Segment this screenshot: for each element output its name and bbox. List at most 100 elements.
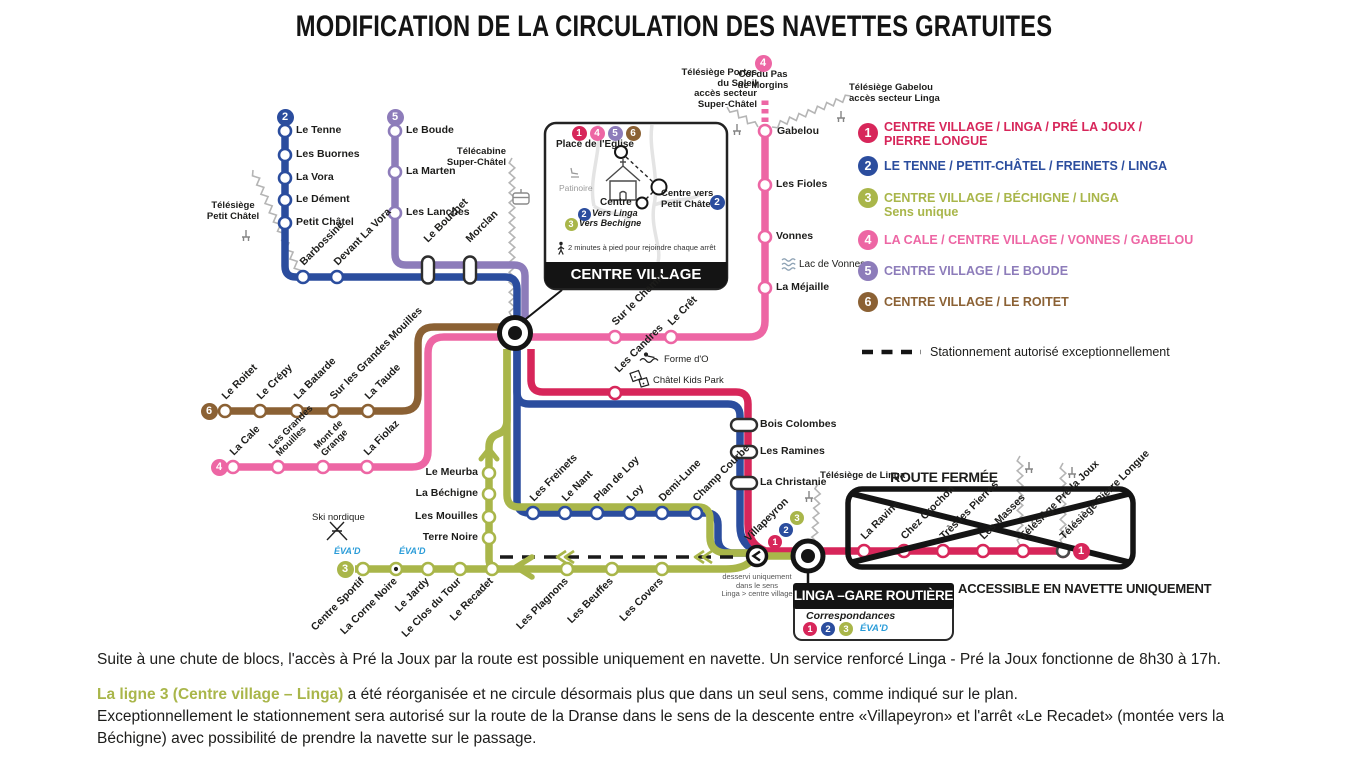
stop-circle (1015, 543, 1031, 559)
chairlift-icon (733, 124, 741, 135)
stop-circle (355, 561, 371, 577)
stop-label: Le Dément (296, 193, 350, 205)
route-1-badge: 1 (571, 125, 587, 141)
one-way-up-arrow (478, 446, 500, 462)
route-6-badge: 6 (625, 125, 641, 141)
route-6-badge: 6 (200, 402, 218, 420)
route-6-badge: 6 (858, 292, 878, 312)
line-1-route (527, 349, 1063, 555)
lift-cable-zigzag (726, 106, 759, 128)
stop-circle (277, 123, 293, 139)
centre-village-inset-box (543, 121, 729, 291)
line-5-route (391, 124, 529, 318)
shared-stop-pill (462, 255, 478, 285)
telesiege-gabelou-label: Télésiège Gabelou accès secteur Linga (849, 82, 940, 104)
chairlift-icon (1068, 467, 1076, 478)
shared-stop-pill (420, 255, 436, 285)
stop-circle (217, 403, 233, 419)
inset-stop-centre-vers-petit-chatel (650, 178, 668, 196)
walk-note-label: 2 minutes à pied pour rejoindre chaque a… (568, 243, 716, 252)
lift-cable-zigzag (1015, 455, 1025, 546)
stop-circle (688, 505, 704, 521)
stop-circle (325, 403, 341, 419)
stop-circle (289, 403, 305, 419)
route-3-badge: 3 (336, 560, 354, 578)
stop-circle (604, 561, 620, 577)
evad-label-linga: ÉVA'D (860, 623, 888, 634)
legend-route-4-label: LA CALE / CENTRE VILLAGE / VONNES / GABE… (884, 233, 1194, 247)
route-4-badge: 4 (210, 458, 228, 476)
telesiege-de-linga-label: Télésiège de Linga (820, 470, 905, 481)
route-1-badge: 1 (803, 622, 817, 636)
stop-circle (277, 215, 293, 231)
line-2-branch-bois-colombes (513, 349, 796, 557)
route-4-badge: 4 (754, 54, 772, 72)
shared-stop-pill (729, 475, 759, 491)
stop-circle (607, 385, 623, 401)
stop-circle (559, 561, 575, 577)
chairlift-icon (805, 491, 813, 502)
stop-circle (360, 403, 376, 419)
centre-vers-petit-chatel-label: Centre vers Petit Châtel (661, 188, 714, 210)
chatel-kids-park-label: Châtel Kids Park (653, 375, 724, 386)
route-2-badge: 2 (276, 108, 294, 126)
legend-route-2-label: LE TENNE / PETIT-CHÂTEL / FREINETS / LIN… (884, 159, 1168, 173)
route-2-badge: 2 (779, 523, 793, 537)
stop-circle (525, 505, 541, 521)
one-way-circle-icon (745, 544, 769, 568)
page-title: MODIFICATION DE LA CIRCULATION DES NAVET… (295, 9, 1053, 43)
stop-circle (387, 123, 403, 139)
stop-circle (359, 459, 375, 475)
stop-circle (452, 561, 468, 577)
chairlift-icon (242, 230, 250, 241)
route-fermee-title: ROUTE FERMÉE (890, 469, 998, 485)
route-2-badge: 2 (577, 207, 591, 221)
evad-label-2: ÉVA'D (399, 546, 426, 556)
lift-cable-zigzag (810, 483, 822, 548)
stop-circle (607, 329, 623, 345)
stop-label: Les Buornes (296, 148, 360, 160)
lac-de-vonnes-label: Lac de Vonnes (799, 259, 866, 270)
centre-village-interchange-node (497, 315, 533, 351)
legend-route-3-note: Sens unique (884, 205, 959, 219)
col-du-pas-de-morgins-label: Col du Pas de Morgins (737, 69, 789, 91)
church-icon (605, 159, 641, 201)
stop-circle (484, 561, 500, 577)
stop-circle (277, 192, 293, 208)
legend-route-5-label: CENTRE VILLAGE / LE BOUDE (884, 264, 1069, 278)
stop-label: La Marten (406, 165, 456, 177)
stop-circle (975, 543, 991, 559)
stop-circle (935, 543, 951, 559)
vers-bechigne-label: Vers Bechigne (579, 218, 642, 228)
stop-circle (387, 164, 403, 180)
stop-circle (757, 177, 773, 193)
footer-paragraph-2: La ligne 3 (Centre village – Linga) a ét… (97, 684, 1018, 706)
legend-route-1-label-2: PIERRE LONGUE (884, 134, 988, 148)
stop-circle (420, 561, 436, 577)
stop-circle (481, 486, 497, 502)
stop-circle (225, 459, 241, 475)
kids-park-icon (629, 369, 650, 388)
ski-nordique-label: Ski nordique (312, 512, 365, 523)
route-1-badge: 1 (1072, 542, 1090, 560)
line-6-route (222, 323, 500, 415)
stop-circle (481, 530, 497, 546)
stop-circle (654, 505, 670, 521)
line-3-loop-route (503, 349, 760, 557)
stop-label: La Méjaille (776, 281, 830, 293)
lake-waves-icon (781, 258, 796, 271)
linga-gare-routiere-banner: LINGA –GARE ROUTIÈRE (793, 583, 954, 609)
route-5-badge: 5 (607, 125, 623, 141)
swimmer-icon (639, 352, 659, 364)
one-way-left-arrow (513, 554, 535, 580)
footer-paragraph-3: Exceptionnellement le stationnement sera… (97, 708, 1225, 747)
footer-line3-highlight: La ligne 3 (Centre village – Linga) (97, 686, 344, 703)
correspondances-label: Correspondances (806, 610, 896, 622)
accessible-navette-label: ACCESSIBLE EN NAVETTE UNIQUEMENT (958, 581, 1212, 596)
gondola-icon (512, 189, 530, 205)
stop-label: Le Tenne (296, 124, 342, 136)
forme-do-label: Forme d'O (664, 354, 709, 365)
linga-interchange-node (790, 538, 826, 574)
